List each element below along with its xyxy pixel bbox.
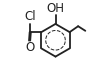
Text: Cl: Cl xyxy=(24,10,36,23)
Text: OH: OH xyxy=(47,2,64,15)
Text: O: O xyxy=(25,41,34,54)
